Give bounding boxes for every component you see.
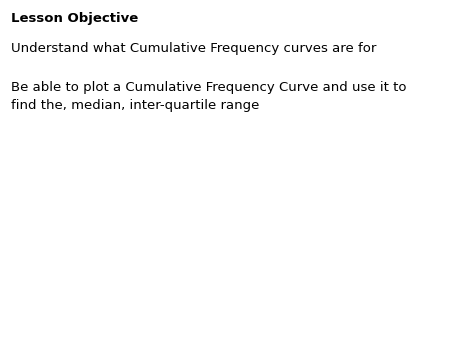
Text: Lesson Objective: Lesson Objective <box>11 12 139 25</box>
Text: Be able to plot a Cumulative Frequency Curve and use it to
find the, median, int: Be able to plot a Cumulative Frequency C… <box>11 81 407 112</box>
Text: Understand what Cumulative Frequency curves are for: Understand what Cumulative Frequency cur… <box>11 42 377 55</box>
